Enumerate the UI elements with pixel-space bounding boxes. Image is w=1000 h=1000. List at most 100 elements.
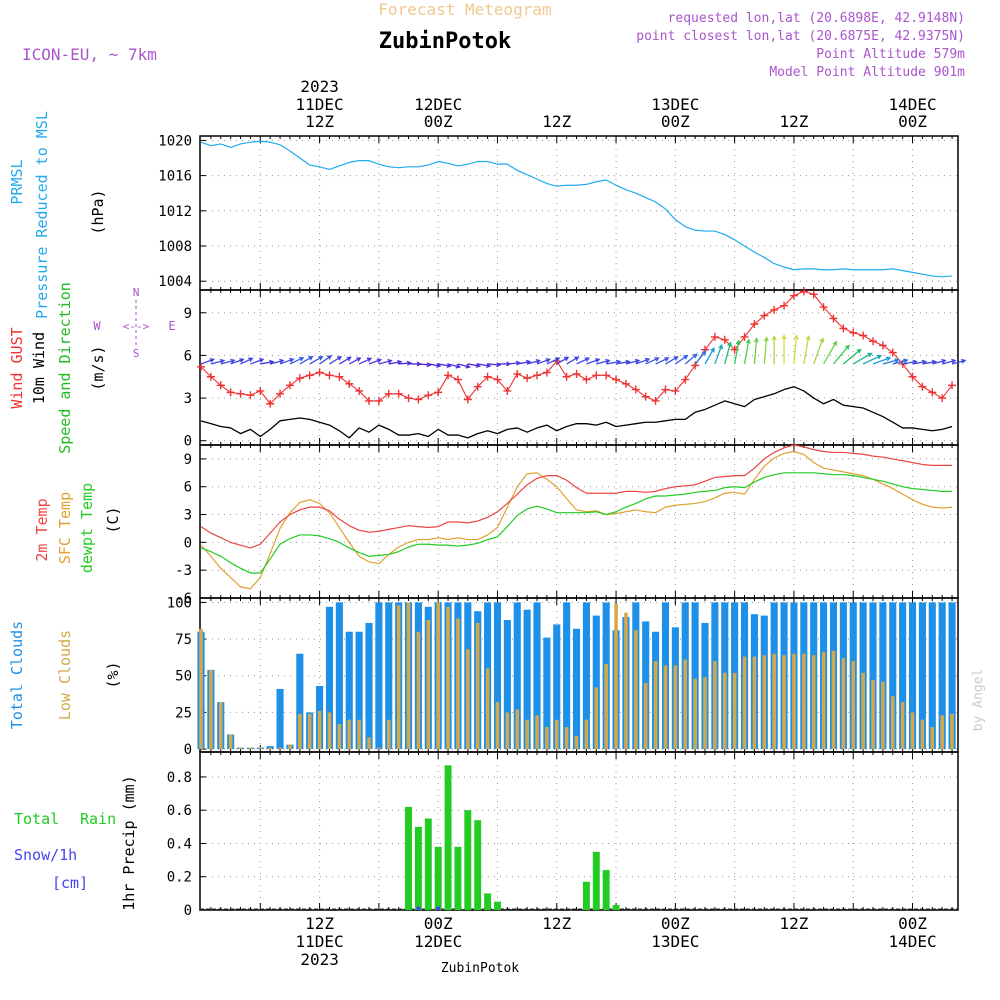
wind-arrow	[240, 357, 254, 365]
low-cloud-bar	[722, 672, 727, 750]
low-cloud-bar	[515, 709, 520, 750]
rain-bar	[405, 806, 412, 910]
low-cloud-bar	[307, 713, 312, 750]
wind-arrow	[329, 356, 343, 365]
point-altitude: Point Altitude 579m	[816, 47, 965, 62]
precip-axis-label: 1hr Precip (mm)	[120, 775, 138, 910]
low-cloud-bar	[841, 658, 846, 750]
total-cloud-bar	[375, 602, 383, 750]
y-tick-label: 1016	[158, 169, 192, 185]
rain-bar	[424, 818, 432, 910]
low-cloud-bar	[742, 656, 747, 750]
gust-marker	[315, 368, 324, 377]
total-cloud-bar	[938, 602, 946, 750]
total-cloud-bar	[533, 602, 541, 750]
bottom-hour-label: 12Z	[779, 914, 808, 933]
low-cloud-bar	[890, 696, 895, 750]
low-cloud-bar	[505, 712, 510, 750]
total-cloud-bar	[948, 602, 956, 750]
gust-marker	[414, 395, 423, 404]
total-cloud-bar	[553, 624, 561, 750]
wind-arrow	[763, 336, 769, 365]
wind-arrow	[932, 358, 947, 365]
total-label: Total	[14, 810, 59, 828]
gust-marker	[463, 395, 472, 404]
gust-marker	[612, 375, 621, 384]
total-cloud-bar	[543, 637, 551, 750]
wind-arrow	[378, 359, 393, 365]
gust-marker	[206, 372, 215, 381]
gust-marker	[493, 375, 502, 384]
bottom-hour-label: 12Z	[542, 914, 571, 933]
wind-arrow	[289, 356, 305, 365]
total-cloud-bar	[582, 602, 590, 750]
total-cloud-bar	[493, 602, 502, 750]
low-cloud-bar	[683, 659, 688, 750]
gust-marker	[434, 388, 443, 397]
low-cloud-bar	[614, 603, 618, 750]
low-cloud-bar	[811, 655, 816, 750]
total-cloud-bar	[503, 620, 511, 750]
wind-arrow	[457, 363, 471, 369]
gust-marker	[651, 396, 660, 405]
gust-line	[200, 290, 953, 405]
wind-arrow	[842, 348, 862, 365]
low-cloud-bar	[772, 653, 776, 750]
y-tick-label: 1008	[158, 239, 192, 255]
gust-marker	[691, 361, 700, 370]
low-cloud-bar	[347, 719, 352, 750]
wind-panel: 0 3 6 9	[184, 287, 967, 450]
top-year-label: 2023	[300, 77, 339, 96]
bottom-hour-label: 12Z	[305, 914, 334, 933]
low-cloud-bar	[426, 620, 431, 750]
low-cloud-bar	[604, 664, 608, 750]
total-cloud-bar	[889, 602, 897, 750]
wind-arrow	[704, 347, 715, 365]
precip-frame	[199, 751, 959, 911]
gust-marker	[305, 371, 314, 380]
y-tick-label: -6	[175, 591, 192, 607]
pressure-frame	[199, 135, 959, 291]
y-tick-label: 6	[184, 348, 192, 364]
gust-marker	[246, 391, 255, 400]
rain-bar	[464, 810, 472, 910]
gust-marker	[453, 375, 462, 384]
precip-panel: 0 0.2 0.4 0.6 0.8	[167, 751, 959, 919]
gust-marker	[770, 305, 779, 314]
gust-marker	[720, 335, 729, 344]
rain-bar	[494, 901, 501, 910]
t2m-label: 2m Temp	[33, 498, 51, 561]
wind-arrow	[771, 335, 777, 364]
low-cloud-bar	[574, 735, 579, 750]
gust-marker	[266, 399, 275, 408]
rain-bar	[434, 846, 442, 910]
low-cloud-bar	[248, 747, 253, 750]
rain-bar	[474, 820, 482, 910]
top-hour-label: 00Z	[424, 112, 453, 131]
y-tick-label: 0	[184, 903, 192, 919]
low-cloud-bar	[643, 683, 648, 750]
wind-arrow	[655, 357, 670, 365]
low-cloud-bar	[663, 665, 668, 750]
gust-marker	[216, 381, 225, 390]
total-cloud-bar	[899, 602, 907, 750]
prmsl-label: PRMSL	[8, 159, 26, 204]
gust-marker	[641, 392, 650, 401]
gust-marker	[473, 382, 482, 391]
gust-marker	[928, 388, 937, 397]
y-tick-label: 1012	[158, 204, 192, 220]
wind-arrow	[625, 358, 641, 365]
gust-marker	[829, 314, 838, 323]
wind-arrow	[694, 350, 707, 365]
low-cloud-bar	[377, 747, 381, 750]
gust-marker	[295, 374, 304, 383]
compass-n: N	[133, 286, 140, 299]
wind-arrow	[882, 358, 900, 365]
model-altitude: Model Point Altitude 901m	[769, 65, 965, 80]
wind-arrow	[526, 359, 541, 365]
gust-marker	[888, 348, 897, 357]
gust-marker	[750, 320, 759, 329]
gust-marker	[839, 324, 848, 333]
total-cloud-bar	[355, 631, 363, 750]
low-cloud-bar	[752, 656, 757, 750]
